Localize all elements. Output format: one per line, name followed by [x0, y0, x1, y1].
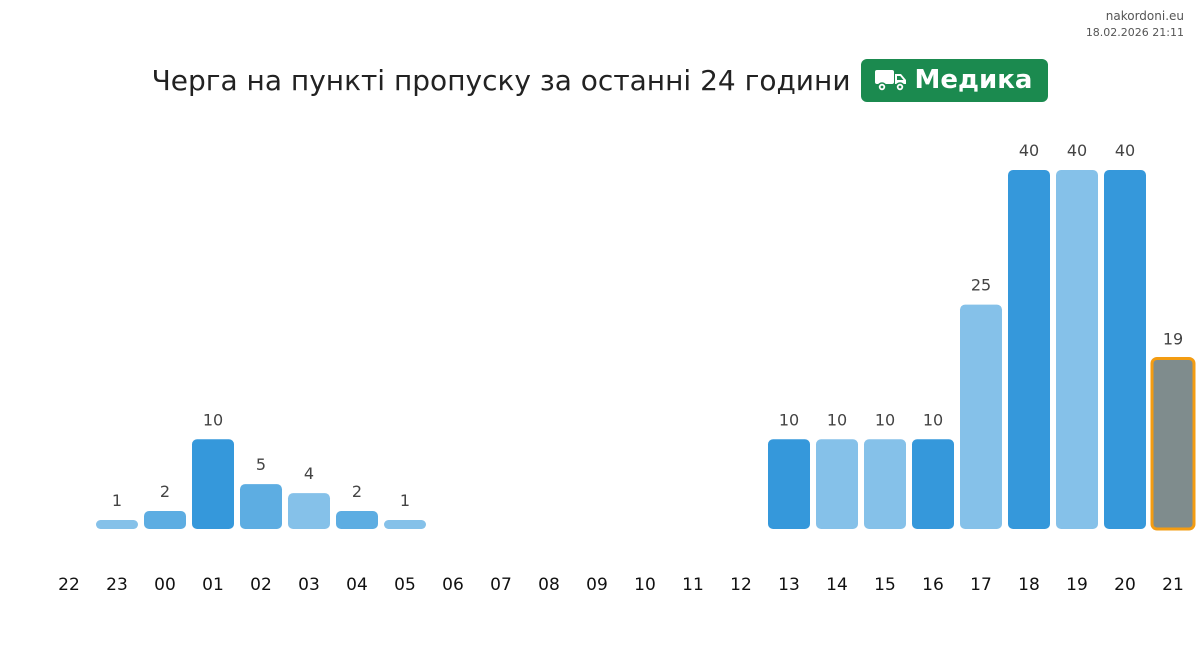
bar-current-hour[interactable]: [1150, 356, 1196, 531]
chart-title: Черга на пункті пропуску за останні 24 г…: [151, 63, 851, 97]
truck-icon: [874, 70, 906, 92]
x-tick-label: 03: [298, 575, 320, 595]
x-tick-label: 11: [682, 575, 704, 595]
bar-value-label: 25: [971, 276, 991, 295]
x-tick-label: 13: [778, 575, 800, 595]
bar[interactable]: [240, 484, 282, 529]
bar[interactable]: [144, 511, 186, 529]
bar[interactable]: [1056, 170, 1098, 529]
bar-value-label: 10: [827, 410, 847, 429]
bar-value-label: 10: [875, 410, 895, 429]
x-tick-label: 21: [1162, 575, 1184, 595]
title-row: Черга на пункті пропуску за останні 24 г…: [0, 58, 1200, 102]
bar[interactable]: [336, 511, 378, 529]
bar-value-label: 2: [352, 482, 362, 501]
x-tick-label: 06: [442, 575, 464, 595]
checkpoint-name: Медика: [914, 65, 1033, 95]
timestamp: 18.02.2026 21:11: [1085, 26, 1184, 39]
bar-value-label: 19: [1163, 329, 1183, 348]
bar[interactable]: [384, 520, 426, 529]
x-tick-label: 02: [250, 575, 272, 595]
x-tick-label: 08: [538, 575, 560, 595]
x-tick-label: 15: [874, 575, 896, 595]
x-tick-label: 12: [730, 575, 752, 595]
checkpoint-badge[interactable]: Медика: [860, 58, 1049, 102]
x-tick-label: 23: [106, 575, 128, 595]
bar-value-label: 40: [1067, 141, 1087, 160]
x-tick-label: 14: [826, 575, 848, 595]
x-tick-label: 10: [634, 575, 656, 595]
bar-value-label: 10: [923, 410, 943, 429]
bar[interactable]: [816, 439, 858, 529]
bar[interactable]: [96, 520, 138, 529]
bar-value-label: 40: [1019, 141, 1039, 160]
bar[interactable]: [912, 439, 954, 529]
bar-value-label: 10: [779, 410, 799, 429]
x-tick-label: 05: [394, 575, 416, 595]
x-tick-label: 16: [922, 575, 944, 595]
x-tick-label: 19: [1066, 575, 1088, 595]
x-tick-label: 04: [346, 575, 368, 595]
bar-value-label: 4: [304, 464, 314, 483]
bar-value-label: 2: [160, 482, 170, 501]
x-tick-label: 07: [490, 575, 512, 595]
x-tick-label: 00: [154, 575, 176, 595]
bar[interactable]: [288, 493, 330, 529]
bar-value-label: 1: [112, 491, 122, 510]
x-tick-label: 20: [1114, 575, 1136, 595]
site-name: nakordoni.eu: [1105, 9, 1184, 23]
x-tick-label: 01: [202, 575, 224, 595]
bar[interactable]: [768, 439, 810, 529]
bar-value-label: 40: [1115, 141, 1135, 160]
bar[interactable]: [192, 439, 234, 529]
bar[interactable]: [864, 439, 906, 529]
bar-value-label: 10: [203, 410, 223, 429]
bar[interactable]: [1104, 170, 1146, 529]
bar-value-label: 1: [400, 491, 410, 510]
bar-value-label: 5: [256, 455, 266, 474]
x-tick-label: 17: [970, 575, 992, 595]
x-tick-label: 18: [1018, 575, 1040, 595]
x-tick-label: 22: [58, 575, 80, 595]
bar[interactable]: [960, 304, 1002, 529]
bar[interactable]: [1008, 170, 1050, 529]
x-tick-label: 09: [586, 575, 608, 595]
